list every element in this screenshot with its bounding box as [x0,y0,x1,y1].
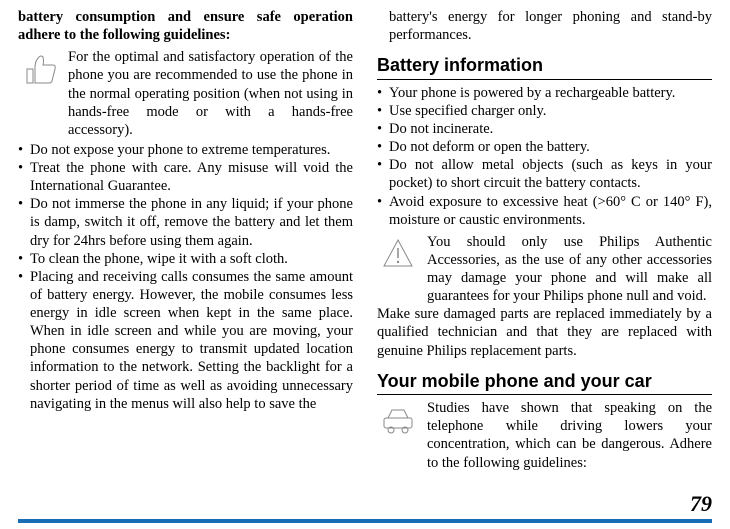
thumbs-up-icon [18,48,60,90]
icon-block-car: Studies have shown that speaking on the … [377,399,712,472]
section-divider [377,394,712,395]
bullet-dot: • [377,84,385,102]
icon-block-warning: You should only use Philips Authentic Ac… [377,233,712,306]
list-item: •Avoid exposure to excessive heat (>60° … [377,193,712,229]
bullet-text: Do not deform or open the battery. [389,138,712,156]
bullet-dot: • [377,193,385,229]
bullet-dot: • [18,268,26,413]
icon-text-car: Studies have shown that speaking on the … [427,399,712,472]
section-divider [377,79,712,80]
list-item: •Do not expose your phone to extreme tem… [18,141,353,159]
bullet-text: Do not expose your phone to extreme temp… [30,141,353,159]
bullet-dot: • [18,159,26,195]
icon-text-accessories: You should only use Philips Authentic Ac… [427,233,712,306]
bullet-text: Do not immerse the phone in any liquid; … [30,195,353,249]
battery-bullets: •Your phone is powered by a rechargeable… [377,84,712,229]
list-item: •To clean the phone, wipe it with a soft… [18,250,353,268]
list-item: •Treat the phone with care. Any misuse w… [18,159,353,195]
bullet-text: Use specified charger only. [389,102,712,120]
lead-text: battery consumption and ensure safe oper… [18,8,353,44]
list-item: •Do not immerse the phone in any liquid;… [18,195,353,249]
bullet-text: To clean the phone, wipe it with a soft … [30,250,353,268]
icon-block-thumbs: For the optimal and satisfactory operati… [18,48,353,139]
right-column: battery's energy for longer phoning and … [377,8,712,472]
post-icon-text: Make sure damaged parts are replaced imm… [377,305,712,359]
bullet-dot: • [18,141,26,159]
bullet-dot: • [18,195,26,249]
icon-text-optimal: For the optimal and satisfactory operati… [68,48,353,139]
bullet-dot: • [18,250,26,268]
left-bullets: •Do not expose your phone to extreme tem… [18,141,353,413]
bullet-text: Avoid exposure to excessive heat (>60° C… [389,193,712,229]
list-item: •Do not deform or open the battery. [377,138,712,156]
footer-bar [18,519,712,523]
list-item: •Use specified charger only. [377,102,712,120]
warning-icon [377,233,419,275]
list-item: •Do not incinerate. [377,120,712,138]
bullet-text: Your phone is powered by a rechargeable … [389,84,712,102]
page-number: 79 [690,491,712,517]
bullet-text: Placing and receiving calls consumes the… [30,268,353,413]
list-item: •Your phone is powered by a rechargeable… [377,84,712,102]
bullet-dot: • [377,156,385,192]
bullet-dot: • [377,102,385,120]
bullet-text: Do not incinerate. [389,120,712,138]
bullet-dot: • [377,120,385,138]
bullet-dot: • [377,138,385,156]
continue-text: battery's energy for longer phoning and … [377,8,712,44]
section-title-battery: Battery information [377,54,712,77]
footer [18,519,712,523]
bullet-text: Do not allow metal objects (such as keys… [389,156,712,192]
bullet-text: Treat the phone with care. Any misuse wi… [30,159,353,195]
list-item: •Do not allow metal objects (such as key… [377,156,712,192]
list-item: •Placing and receiving calls consumes th… [18,268,353,413]
left-column: battery consumption and ensure safe oper… [18,8,353,472]
section-title-car: Your mobile phone and your car [377,370,712,393]
car-icon [377,399,419,441]
